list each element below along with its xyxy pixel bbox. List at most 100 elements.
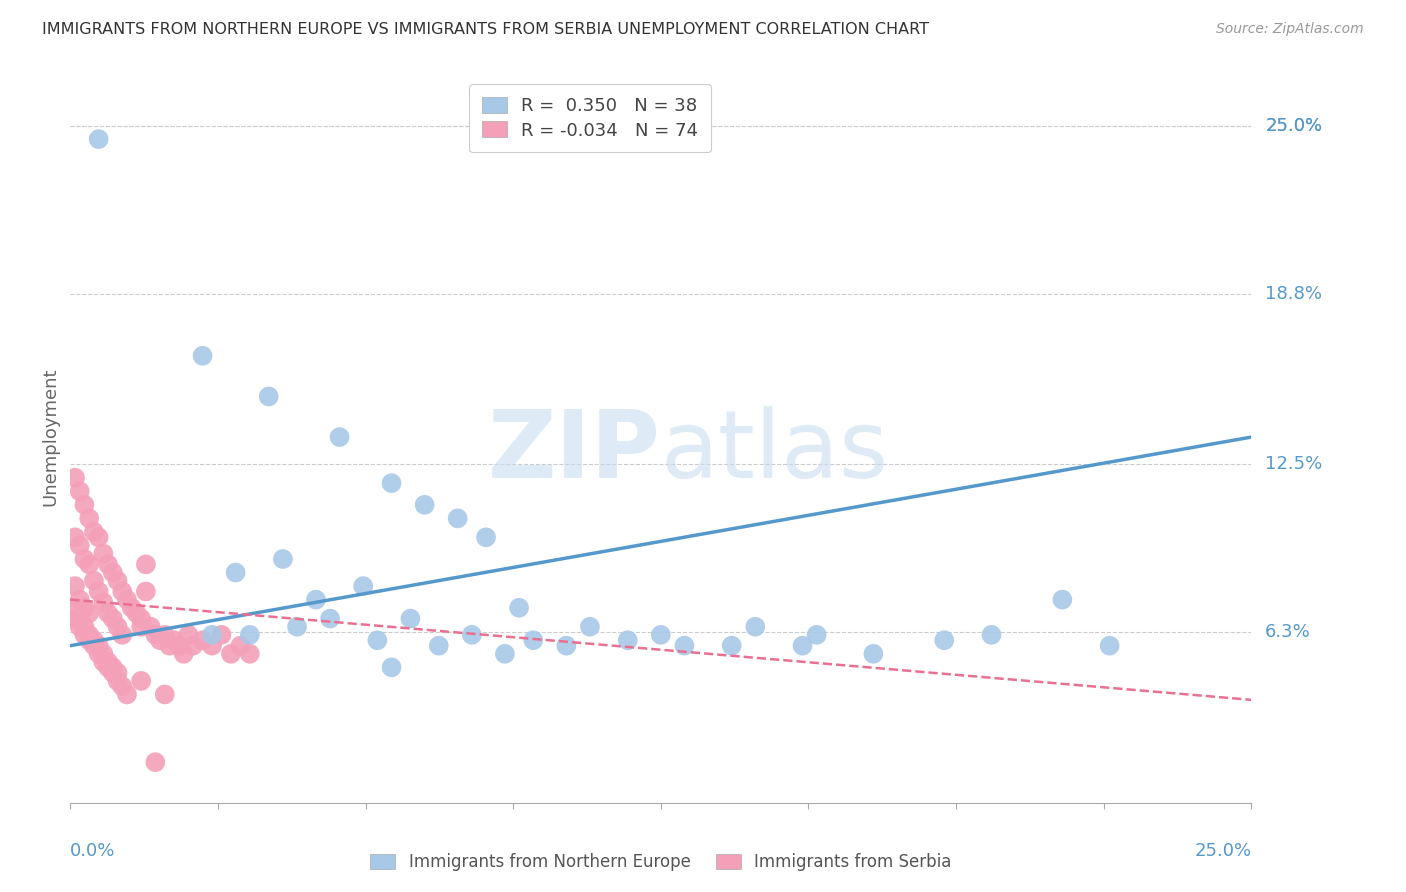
Point [77,558,100,572]
Point [87,132,110,146]
Point [1098,639,1121,653]
Point [93,647,115,661]
Text: IMMIGRANTS FROM NORTHERN EUROPE VS IMMIGRANTS FROM SERBIA UNEMPLOYMENT CORRELATI: IMMIGRANTS FROM NORTHERN EUROPE VS IMMIG… [42,22,929,37]
Point [107,574,129,588]
Point [862,647,884,661]
Point [97,558,120,572]
Legend: R =  0.350   N = 38, R = -0.034   N = 74: R = 0.350 N = 38, R = -0.034 N = 74 [470,84,711,153]
Point [744,620,766,634]
Point [97,660,120,674]
Point [93,547,115,561]
Point [163,633,186,648]
Point [461,628,484,642]
Point [77,511,100,525]
Text: 25.0%: 25.0% [1265,117,1323,135]
Point [191,349,214,363]
Point [319,611,342,625]
Point [380,476,402,491]
Point [97,606,120,620]
Point [87,584,110,599]
Point [93,655,115,669]
Point [121,600,143,615]
Text: 25.0%: 25.0% [1194,842,1251,860]
Point [107,673,129,688]
Point [125,606,148,620]
Point [673,639,696,653]
Point [229,639,252,653]
Text: 25.0%: 25.0% [1265,117,1323,135]
Point [366,633,388,648]
Point [173,647,195,661]
Point [77,628,100,642]
Text: 6.3%: 6.3% [1265,624,1310,641]
Point [111,628,134,642]
Point [153,628,176,642]
Point [201,628,224,642]
Point [352,579,374,593]
Text: 12.5%: 12.5% [1265,455,1323,473]
Point [305,592,328,607]
Point [69,592,91,607]
Point [413,498,436,512]
Point [494,647,516,661]
Point [63,471,86,485]
Point [980,628,1002,642]
Text: ZIP: ZIP [488,406,661,498]
Point [211,628,233,642]
Point [87,530,110,544]
Point [257,389,280,403]
Point [97,655,120,669]
Point [239,628,262,642]
Point [329,430,352,444]
Point [427,639,450,653]
Text: Source: ZipAtlas.com: Source: ZipAtlas.com [1216,22,1364,37]
Point [135,584,157,599]
Text: 0.0%: 0.0% [70,842,115,860]
Point [650,628,672,642]
Legend: Immigrants from Northern Europe, Immigrants from Serbia: Immigrants from Northern Europe, Immigra… [361,845,960,880]
Point [181,639,204,653]
Point [579,620,602,634]
Point [83,633,105,648]
Point [63,530,86,544]
Point [111,584,134,599]
Point [83,639,105,653]
Point [63,579,86,593]
Point [380,660,402,674]
Point [73,498,96,512]
Point [69,484,91,499]
Point [63,600,86,615]
Point [153,688,176,702]
Point [616,633,638,648]
Point [447,511,470,525]
Point [87,639,110,653]
Y-axis label: Unemployment: Unemployment [41,368,59,507]
Point [159,639,181,653]
Point [73,552,96,566]
Point [73,620,96,634]
Point [475,530,498,544]
Point [792,639,814,653]
Point [139,620,162,634]
Point [129,673,152,688]
Point [115,688,138,702]
Point [239,647,262,661]
Point [225,566,247,580]
Point [806,628,828,642]
Point [77,633,100,648]
Point [143,628,166,642]
Point [1052,592,1074,607]
Point [177,628,200,642]
Point [720,639,742,653]
Point [135,558,157,572]
Point [101,660,124,674]
Point [111,679,134,693]
Point [63,611,86,625]
Point [508,600,530,615]
Point [555,639,578,653]
Point [129,620,152,634]
Point [522,633,544,648]
Point [87,647,110,661]
Text: 18.8%: 18.8% [1265,285,1322,302]
Point [107,665,129,680]
